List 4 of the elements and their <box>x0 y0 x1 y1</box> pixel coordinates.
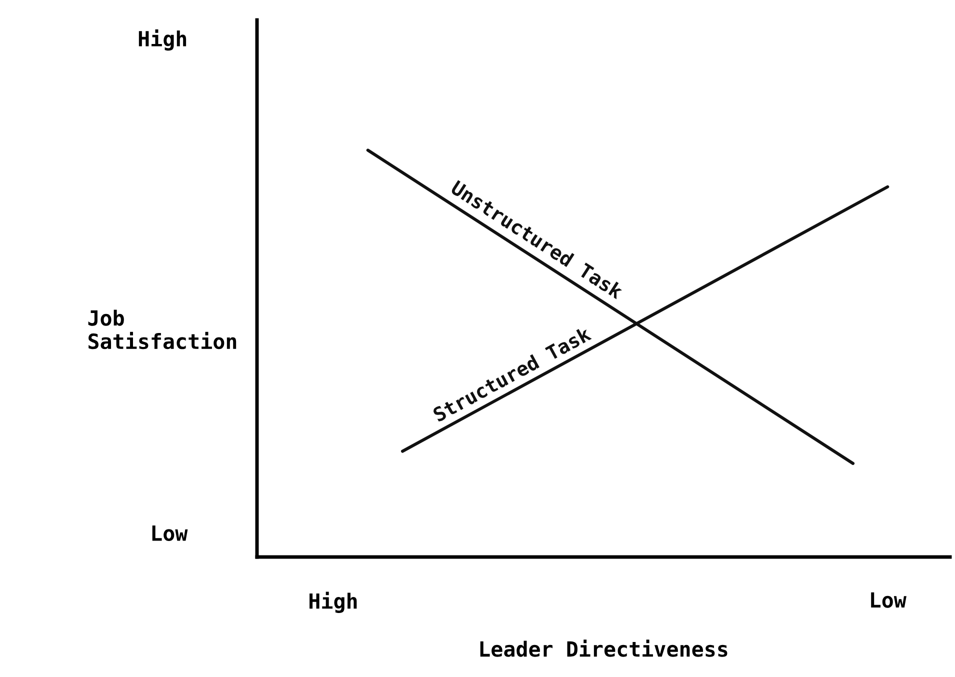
x-axis-title: Leader Directiveness <box>480 640 728 657</box>
text: Low <box>152 526 188 542</box>
text: High <box>138 29 186 51</box>
y-axis-title: Job Satisfaction <box>88 310 236 350</box>
